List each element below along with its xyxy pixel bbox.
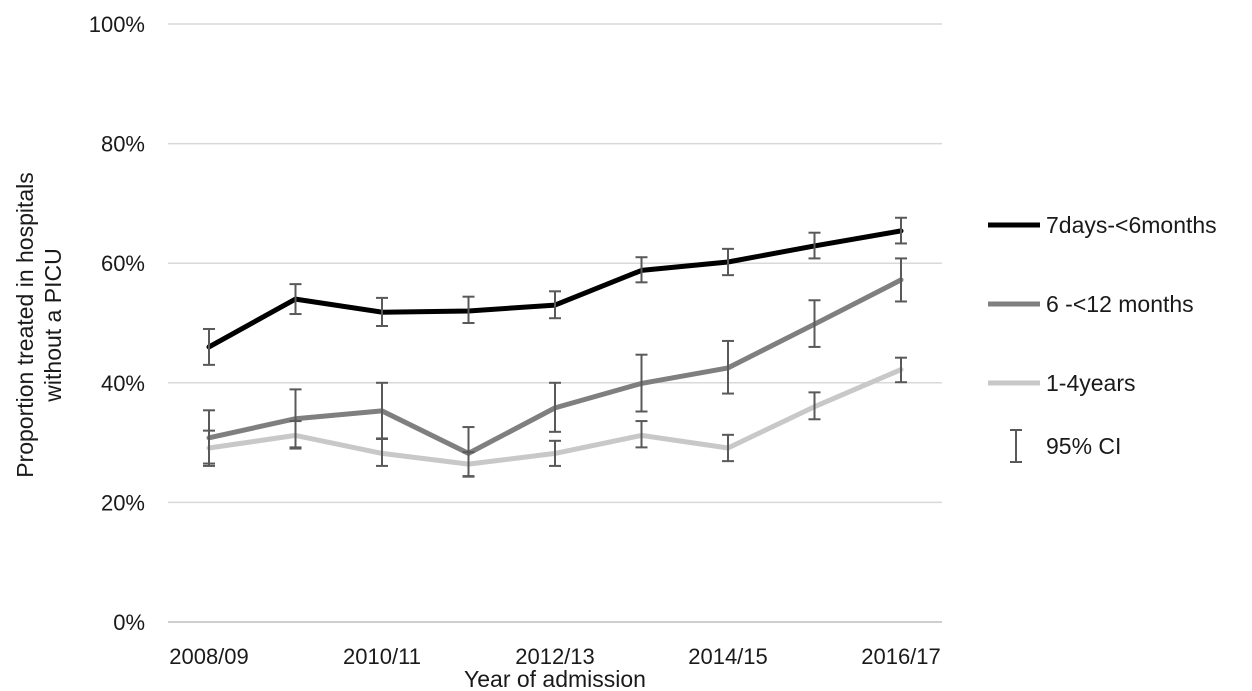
x-axis-ticks: 2008/09 2010/11 2012/13 2014/15 2016/17	[169, 644, 941, 669]
y-tick-label: 60%	[101, 251, 145, 276]
legend-label-ci: 95% CI	[1046, 433, 1121, 459]
error-bar	[376, 296, 388, 327]
error-bar	[895, 356, 907, 384]
x-tick-label: 2014/15	[688, 644, 768, 669]
error-bar	[549, 381, 561, 433]
error-bar	[722, 433, 734, 463]
y-axis-ticks: 0% 20% 40% 60% 80% 100%	[89, 12, 145, 635]
error-bar	[635, 353, 648, 413]
error-bar	[549, 439, 561, 467]
error-bar	[808, 231, 821, 260]
series-line-1	[206, 228, 904, 350]
error-bar	[808, 391, 821, 421]
legend: 7days-<6months 6 -<12 months 1-4years 95…	[988, 212, 1217, 463]
error-bar	[376, 438, 388, 467]
y-tick-label: 40%	[101, 371, 145, 396]
x-tick-label: 2016/17	[861, 644, 941, 669]
error-bars	[203, 216, 907, 478]
error-bar	[722, 339, 734, 395]
error-bar	[635, 256, 648, 284]
error-bar	[462, 295, 475, 324]
legend-ci-icon	[1010, 429, 1022, 463]
x-tick-label: 2008/09	[169, 644, 249, 669]
legend-label-series-3: 1-4years	[1046, 370, 1135, 396]
y-axis-title-line-1: Proportion treated in hospitals	[12, 172, 38, 478]
error-bar	[895, 257, 907, 303]
error-bar	[635, 420, 648, 449]
y-tick-label: 80%	[101, 132, 145, 157]
y-tick-label: 20%	[101, 490, 145, 515]
error-bar	[549, 290, 561, 320]
y-axis-title: Proportion treated in hospitals without …	[12, 172, 66, 478]
error-bar	[462, 451, 475, 478]
error-bar	[289, 420, 302, 450]
y-axis-title-line-2: without a PICU	[40, 248, 66, 402]
legend-label-series-1: 7days-<6months	[1046, 212, 1217, 238]
error-bar	[722, 247, 734, 277]
y-tick-label: 0%	[113, 610, 145, 635]
error-bar	[289, 283, 302, 316]
error-bar	[203, 429, 215, 467]
gridlines	[168, 23, 942, 623]
x-tick-label: 2012/13	[515, 644, 595, 669]
x-tick-label: 2010/11	[343, 644, 421, 669]
y-tick-label: 100%	[89, 12, 145, 37]
legend-label-series-2: 6 -<12 months	[1046, 291, 1194, 317]
error-bar	[808, 299, 821, 348]
error-bar	[203, 327, 215, 366]
x-axis-title: Year of admission	[464, 666, 646, 691]
error-bar	[895, 216, 907, 245]
